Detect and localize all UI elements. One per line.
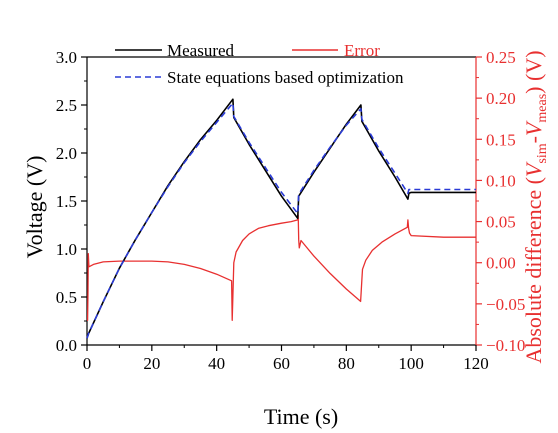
y-right-tick-label: −0.05 — [486, 295, 525, 314]
y-right-tick-label: 0.10 — [486, 171, 516, 190]
x-tick-label: 0 — [83, 354, 92, 373]
y-right-tick-label: 0.20 — [486, 89, 516, 108]
legend-error-label: Error — [344, 41, 380, 60]
y-right-tick-label: 0.00 — [486, 254, 516, 273]
left-axis: 0.0 0.5 1.0 1.5 2.0 2.5 3.0 — [56, 48, 87, 355]
y-right-tick-label: 0.05 — [486, 213, 516, 232]
optimization-line — [86, 102, 476, 339]
x-tick-label: 40 — [208, 354, 225, 373]
bottom-axis: 0 20 40 60 80 100 120 — [83, 345, 489, 373]
error-line — [86, 214, 476, 321]
legend: Measured Error State equations based opt… — [115, 41, 404, 87]
y-right-tick-label: 0.25 — [486, 48, 516, 67]
y-tick-label: 0.5 — [56, 288, 77, 307]
y-axis-title-right: Absolute difference (Vsim-Vmeas) (V) — [521, 50, 550, 363]
y-tick-label: 3.0 — [56, 48, 77, 67]
y-right-tick-label: −0.10 — [486, 336, 525, 355]
series-layer — [86, 98, 476, 339]
y-axis-title: Voltage (V) — [22, 156, 47, 259]
plot-frame — [86, 56, 477, 346]
x-tick-label: 120 — [463, 354, 489, 373]
x-tick-label: 60 — [273, 354, 290, 373]
x-axis-title: Time (s) — [264, 404, 338, 429]
y-tick-label: 0.0 — [56, 336, 77, 355]
x-tick-label: 100 — [398, 354, 424, 373]
measured-line — [86, 98, 476, 339]
y-tick-label: 2.5 — [56, 96, 77, 115]
y-right-tick-label: 0.15 — [486, 130, 516, 149]
x-tick-label: 20 — [143, 354, 160, 373]
y-tick-label: 1.5 — [56, 192, 77, 211]
y-axis-title-right-text: Absolute difference (Vsim-Vmeas) (V) — [521, 50, 550, 363]
y-tick-label: 2.0 — [56, 144, 77, 163]
legend-measured-label: Measured — [167, 41, 235, 60]
y-tick-label: 1.0 — [56, 240, 77, 259]
legend-optimization-label: State equations based optimization — [167, 68, 404, 87]
x-tick-label: 80 — [338, 354, 355, 373]
right-axis: −0.10 −0.05 0.00 0.05 0.10 0.15 0.20 0.25 — [476, 48, 525, 355]
